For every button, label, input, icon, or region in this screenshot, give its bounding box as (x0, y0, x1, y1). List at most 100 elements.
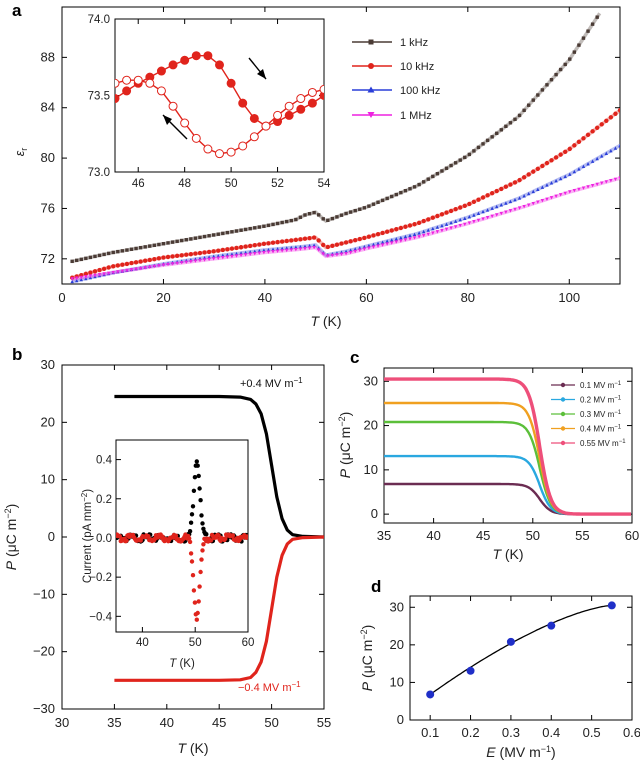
panel-b-inset-series (116, 459, 248, 622)
point-1mhz (513, 207, 517, 212)
point-10khz (585, 132, 591, 138)
panel-a-inset-ytick-label: 74.0 (88, 14, 110, 26)
panel-b-annotation-positive-text: +0.4 MV m (240, 378, 294, 390)
point-1mhz (353, 249, 357, 254)
inset-point-heating (249, 113, 259, 123)
panel-c-ylabel-exp: −2 (337, 416, 347, 426)
point-10khz (471, 199, 477, 205)
point-1mhz (157, 264, 161, 268)
point-1mhz (504, 210, 508, 214)
panel-b-ytick-label: −20 (33, 644, 55, 659)
point-10khz (307, 235, 312, 241)
panel-a-ylabel-symbol: ε (13, 150, 27, 156)
panel-c-xtick-label: 35 (377, 528, 391, 543)
panel-b-ytick-label: 30 (41, 357, 55, 372)
inset-point (194, 617, 199, 622)
point-1khz (499, 128, 503, 132)
point-10khz (321, 242, 326, 248)
inset-point-cooling (284, 101, 294, 111)
point-1mhz (148, 265, 152, 269)
point-1khz (221, 231, 225, 236)
inset-point (124, 538, 129, 543)
point-100khz (554, 178, 558, 183)
point-100khz (385, 239, 389, 243)
point-10khz (216, 248, 221, 253)
point-1mhz (326, 254, 330, 258)
point-1khz (248, 226, 252, 231)
panel-a-inset-xtick-label: 46 (132, 178, 145, 190)
point-1khz (385, 196, 389, 201)
point-10khz (275, 239, 280, 245)
point-10khz (279, 239, 285, 244)
point-1mhz (417, 235, 421, 239)
panel-a-ytick-label: 88 (41, 49, 55, 64)
point-10khz (88, 270, 93, 275)
point-1khz (143, 245, 147, 249)
point-1mhz (248, 252, 252, 257)
point-1khz (285, 219, 289, 224)
point-1mhz (394, 240, 398, 244)
point-1khz (577, 43, 581, 47)
point-10khz (92, 269, 98, 274)
point-1mhz (129, 268, 134, 272)
point-1mhz (143, 266, 147, 270)
point-100khz (376, 241, 380, 246)
point-10khz (138, 259, 143, 264)
point-10khz (613, 111, 618, 116)
legend-c-marker (560, 382, 566, 388)
panel-a-ylabel: εr (13, 148, 29, 157)
data-point (506, 637, 515, 646)
point-1khz (435, 172, 440, 176)
point-1khz (298, 215, 303, 219)
point-1mhz (189, 260, 193, 264)
point-10khz (608, 115, 614, 120)
point-1khz (180, 238, 184, 243)
panel-a-xlabel: T (K) (310, 313, 341, 329)
point-1mhz (339, 252, 344, 257)
point-1mhz (508, 209, 513, 213)
point-10khz (261, 241, 267, 247)
series-line-0.4 (384, 401, 631, 516)
point-1mhz (554, 194, 558, 199)
point-100khz (613, 146, 618, 150)
point-10khz (330, 243, 335, 249)
point-10khz (325, 244, 331, 250)
series-1khz (70, 12, 602, 264)
inset-point-cooling (226, 147, 236, 157)
panel-b-inset-ytick-label: −0.2 (89, 572, 112, 584)
panel-b-inset-xlabel: T (K) (169, 658, 195, 670)
inset-point (187, 536, 192, 541)
panel-c-xtick-label: 60 (625, 528, 639, 543)
legend-a-marker-1mhz (367, 112, 375, 118)
point-100khz (435, 225, 440, 229)
point-10khz (503, 184, 509, 189)
series-line-0.3 (384, 420, 631, 516)
point-1mhz (453, 225, 458, 229)
legend-c-marker (560, 426, 566, 431)
point-1mhz (335, 253, 339, 257)
inset-point (208, 538, 214, 543)
point-1khz (193, 236, 198, 240)
point-1khz (431, 174, 435, 179)
point-1khz (93, 254, 97, 259)
point-100khz (70, 279, 74, 284)
point-1mhz (440, 228, 444, 233)
point-100khz (472, 213, 476, 217)
legend-c-label: 0.3 MV m−1 (580, 410, 622, 419)
inset-point (201, 526, 206, 531)
point-1mhz (545, 197, 549, 201)
panel-d-ytick-label: 0 (397, 712, 404, 727)
inset-point-cooling (296, 94, 306, 104)
inset-point-cooling (180, 118, 190, 128)
panel-b-series (114, 394, 324, 682)
point-10khz (398, 225, 404, 231)
point-1khz (70, 259, 74, 264)
point-1khz (257, 225, 262, 229)
panel-b-annotation-negative-text: −0.4 MV m (238, 682, 292, 694)
series-line-positive (114, 394, 324, 539)
point-1mhz (595, 182, 599, 187)
point-1khz (239, 228, 243, 232)
panel-a-xtick-label: 20 (156, 290, 170, 305)
panel-d-xtick-label: 0.6 (623, 725, 640, 740)
inset-point-heating (191, 51, 201, 61)
